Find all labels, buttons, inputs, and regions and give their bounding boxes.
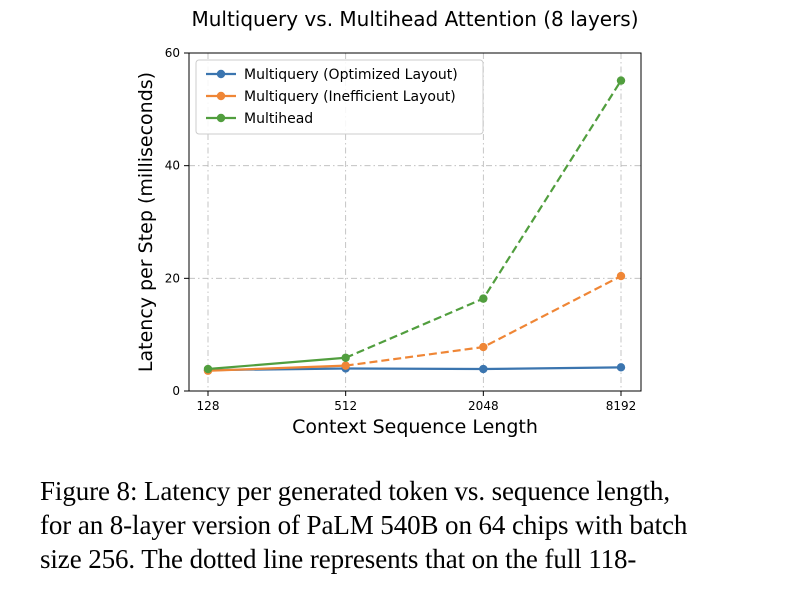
data-point bbox=[341, 353, 350, 362]
data-point bbox=[479, 342, 488, 352]
legend-marker bbox=[216, 91, 226, 101]
caption-line-1: Figure 8: Latency per generated token vs… bbox=[40, 476, 670, 506]
plot-frame bbox=[188, 52, 642, 392]
y-tick-label: 0 bbox=[172, 384, 180, 398]
y-tick-label: 20 bbox=[165, 271, 180, 285]
x-tick-label: 512 bbox=[334, 399, 357, 413]
series-line-2-solid bbox=[207, 364, 346, 372]
series-layer bbox=[203, 76, 626, 375]
legend: Multiquery (Optimized Layout) Multiquery … bbox=[195, 59, 484, 135]
caption-line-2: for an 8-layer version of PaLM 540B on 6… bbox=[40, 510, 688, 540]
data-point bbox=[341, 361, 350, 370]
y-axis-label: Latency per Step (milliseconds) bbox=[135, 72, 157, 372]
figure-caption: Figure 8: Latency per generated token vs… bbox=[40, 474, 780, 576]
y-tick-label: 60 bbox=[165, 46, 180, 60]
data-point bbox=[203, 364, 213, 374]
latency-chart: Multiquery vs. Multihead Attention (8 la… bbox=[135, 7, 642, 438]
legend-box bbox=[195, 59, 484, 135]
series-line-3-solid bbox=[207, 356, 346, 371]
x-tick-label: 2048 bbox=[468, 399, 499, 413]
x-axis-label: Context Sequence Length bbox=[292, 416, 538, 438]
series-line-1 bbox=[207, 366, 622, 372]
data-point bbox=[616, 76, 626, 85]
axis-ticks: 128 512 2048 8192 0 20 40 60 bbox=[165, 46, 637, 413]
data-point bbox=[479, 364, 488, 374]
legend-marker bbox=[216, 113, 226, 123]
caption-line-3: size 256. The dotted line represents tha… bbox=[40, 544, 637, 574]
chart-title: Multiquery vs. Multihead Attention (8 la… bbox=[191, 7, 638, 31]
legend-label: Multihead bbox=[244, 111, 313, 127]
y-tick-label: 40 bbox=[165, 159, 180, 173]
x-tick-label: 8192 bbox=[606, 399, 637, 413]
legend-label: Multiquery (Optimized Layout) bbox=[244, 67, 458, 83]
data-point bbox=[616, 271, 626, 281]
data-point bbox=[479, 294, 488, 303]
legend-marker bbox=[216, 69, 226, 79]
legend-label: Multiquery (Inefficient Layout) bbox=[244, 89, 456, 105]
x-tick-label: 128 bbox=[197, 399, 220, 413]
data-point bbox=[616, 363, 626, 372]
